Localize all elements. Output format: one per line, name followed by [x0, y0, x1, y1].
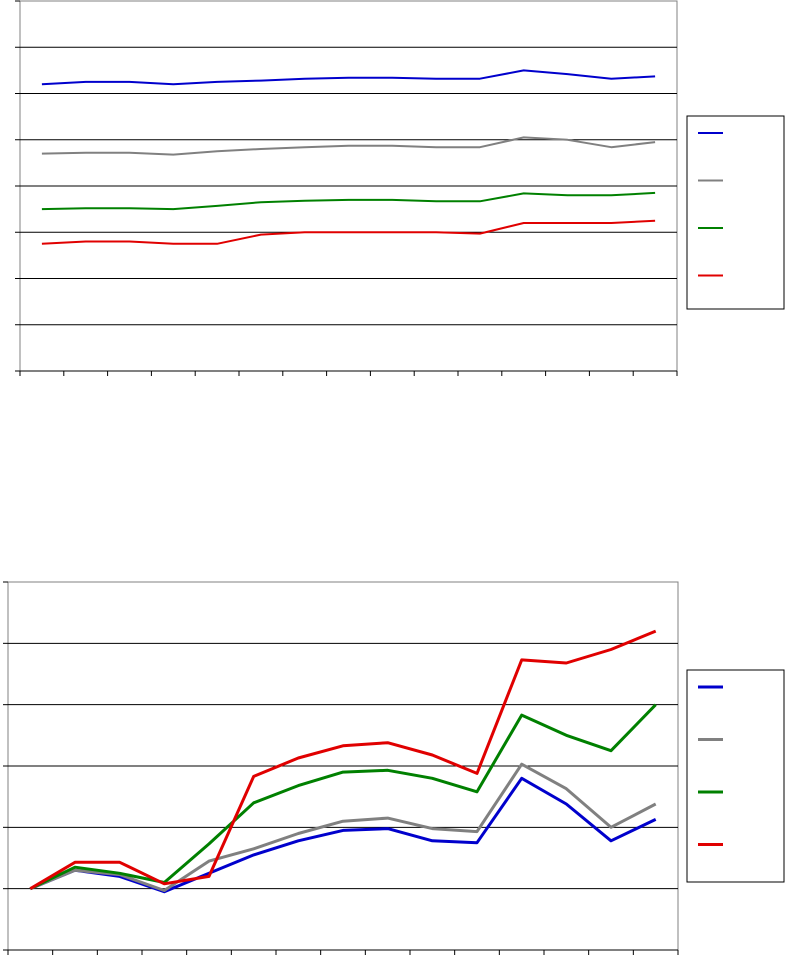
series-line-2	[29, 762, 657, 892]
line-chart-top	[15, 0, 785, 376]
series-line-4	[41, 219, 656, 245]
legend-box	[686, 115, 785, 310]
series-line-1	[41, 69, 656, 86]
series-line-4	[29, 629, 657, 890]
legend-box	[686, 669, 785, 883]
line-chart-bottom	[3, 581, 785, 955]
series-line-3	[29, 703, 657, 891]
series-line-1	[29, 776, 657, 894]
series-line-3	[41, 191, 656, 211]
series-line-2	[41, 136, 656, 156]
